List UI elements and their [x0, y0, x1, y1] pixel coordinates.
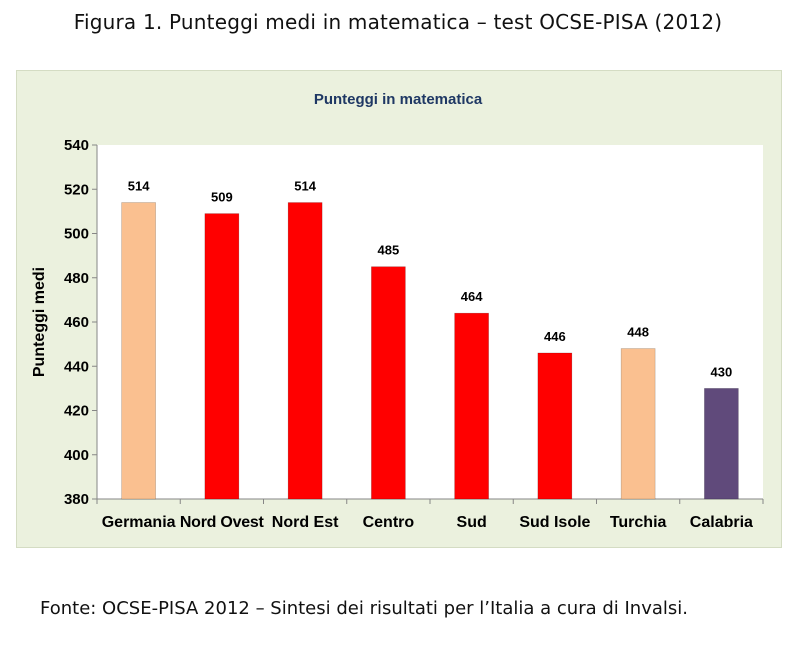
- y-tick-label: 420: [64, 403, 89, 420]
- y-tick-label: 440: [64, 358, 89, 375]
- x-tick-label: Nord Est: [272, 514, 339, 531]
- x-tick-label: Nord Ovest: [180, 514, 265, 531]
- y-tick-label: 380: [64, 491, 89, 508]
- bar-sud-isole: [537, 352, 573, 500]
- y-tick-label: 460: [64, 314, 89, 331]
- x-tick-label: Sud Isole: [519, 514, 590, 531]
- figure-title: Figura 1. Punteggi medi in matematica – …: [73, 10, 723, 34]
- chart-title: Punteggi in matematica: [314, 91, 483, 108]
- bar-calabria: [704, 388, 739, 500]
- x-tick-label: Germania: [102, 514, 176, 531]
- bar-nord-est: [287, 202, 323, 500]
- data-label: 446: [544, 329, 566, 344]
- data-label: 448: [627, 325, 649, 340]
- data-label: 514: [294, 179, 316, 194]
- bar-sud: [454, 312, 489, 500]
- y-tick-label: 480: [64, 270, 89, 287]
- data-label: 509: [211, 190, 233, 205]
- bar-turchia: [620, 348, 656, 500]
- bar-nord-ovest: [204, 213, 240, 500]
- data-label: 514: [128, 179, 150, 194]
- bar-germania: [121, 202, 156, 500]
- data-label: 430: [711, 364, 733, 379]
- x-tick-label: Turchia: [610, 514, 667, 531]
- y-tick-label: 540: [64, 137, 89, 154]
- bar-centro: [371, 266, 406, 500]
- y-tick-label: 500: [64, 226, 89, 243]
- source-note: Fonte: OCSE-PISA 2012 – Sintesi dei risu…: [40, 598, 688, 619]
- x-tick-label: Calabria: [690, 514, 753, 531]
- data-label: 464: [461, 289, 483, 304]
- x-tick-label: Sud: [457, 514, 487, 531]
- plot-area: [97, 145, 763, 499]
- y-tick-label: 520: [64, 181, 89, 198]
- data-label: 485: [378, 243, 400, 258]
- y-axis-label: Punteggi medi: [31, 267, 48, 377]
- y-tick-label: 400: [64, 447, 89, 464]
- x-tick-label: Centro: [363, 514, 415, 531]
